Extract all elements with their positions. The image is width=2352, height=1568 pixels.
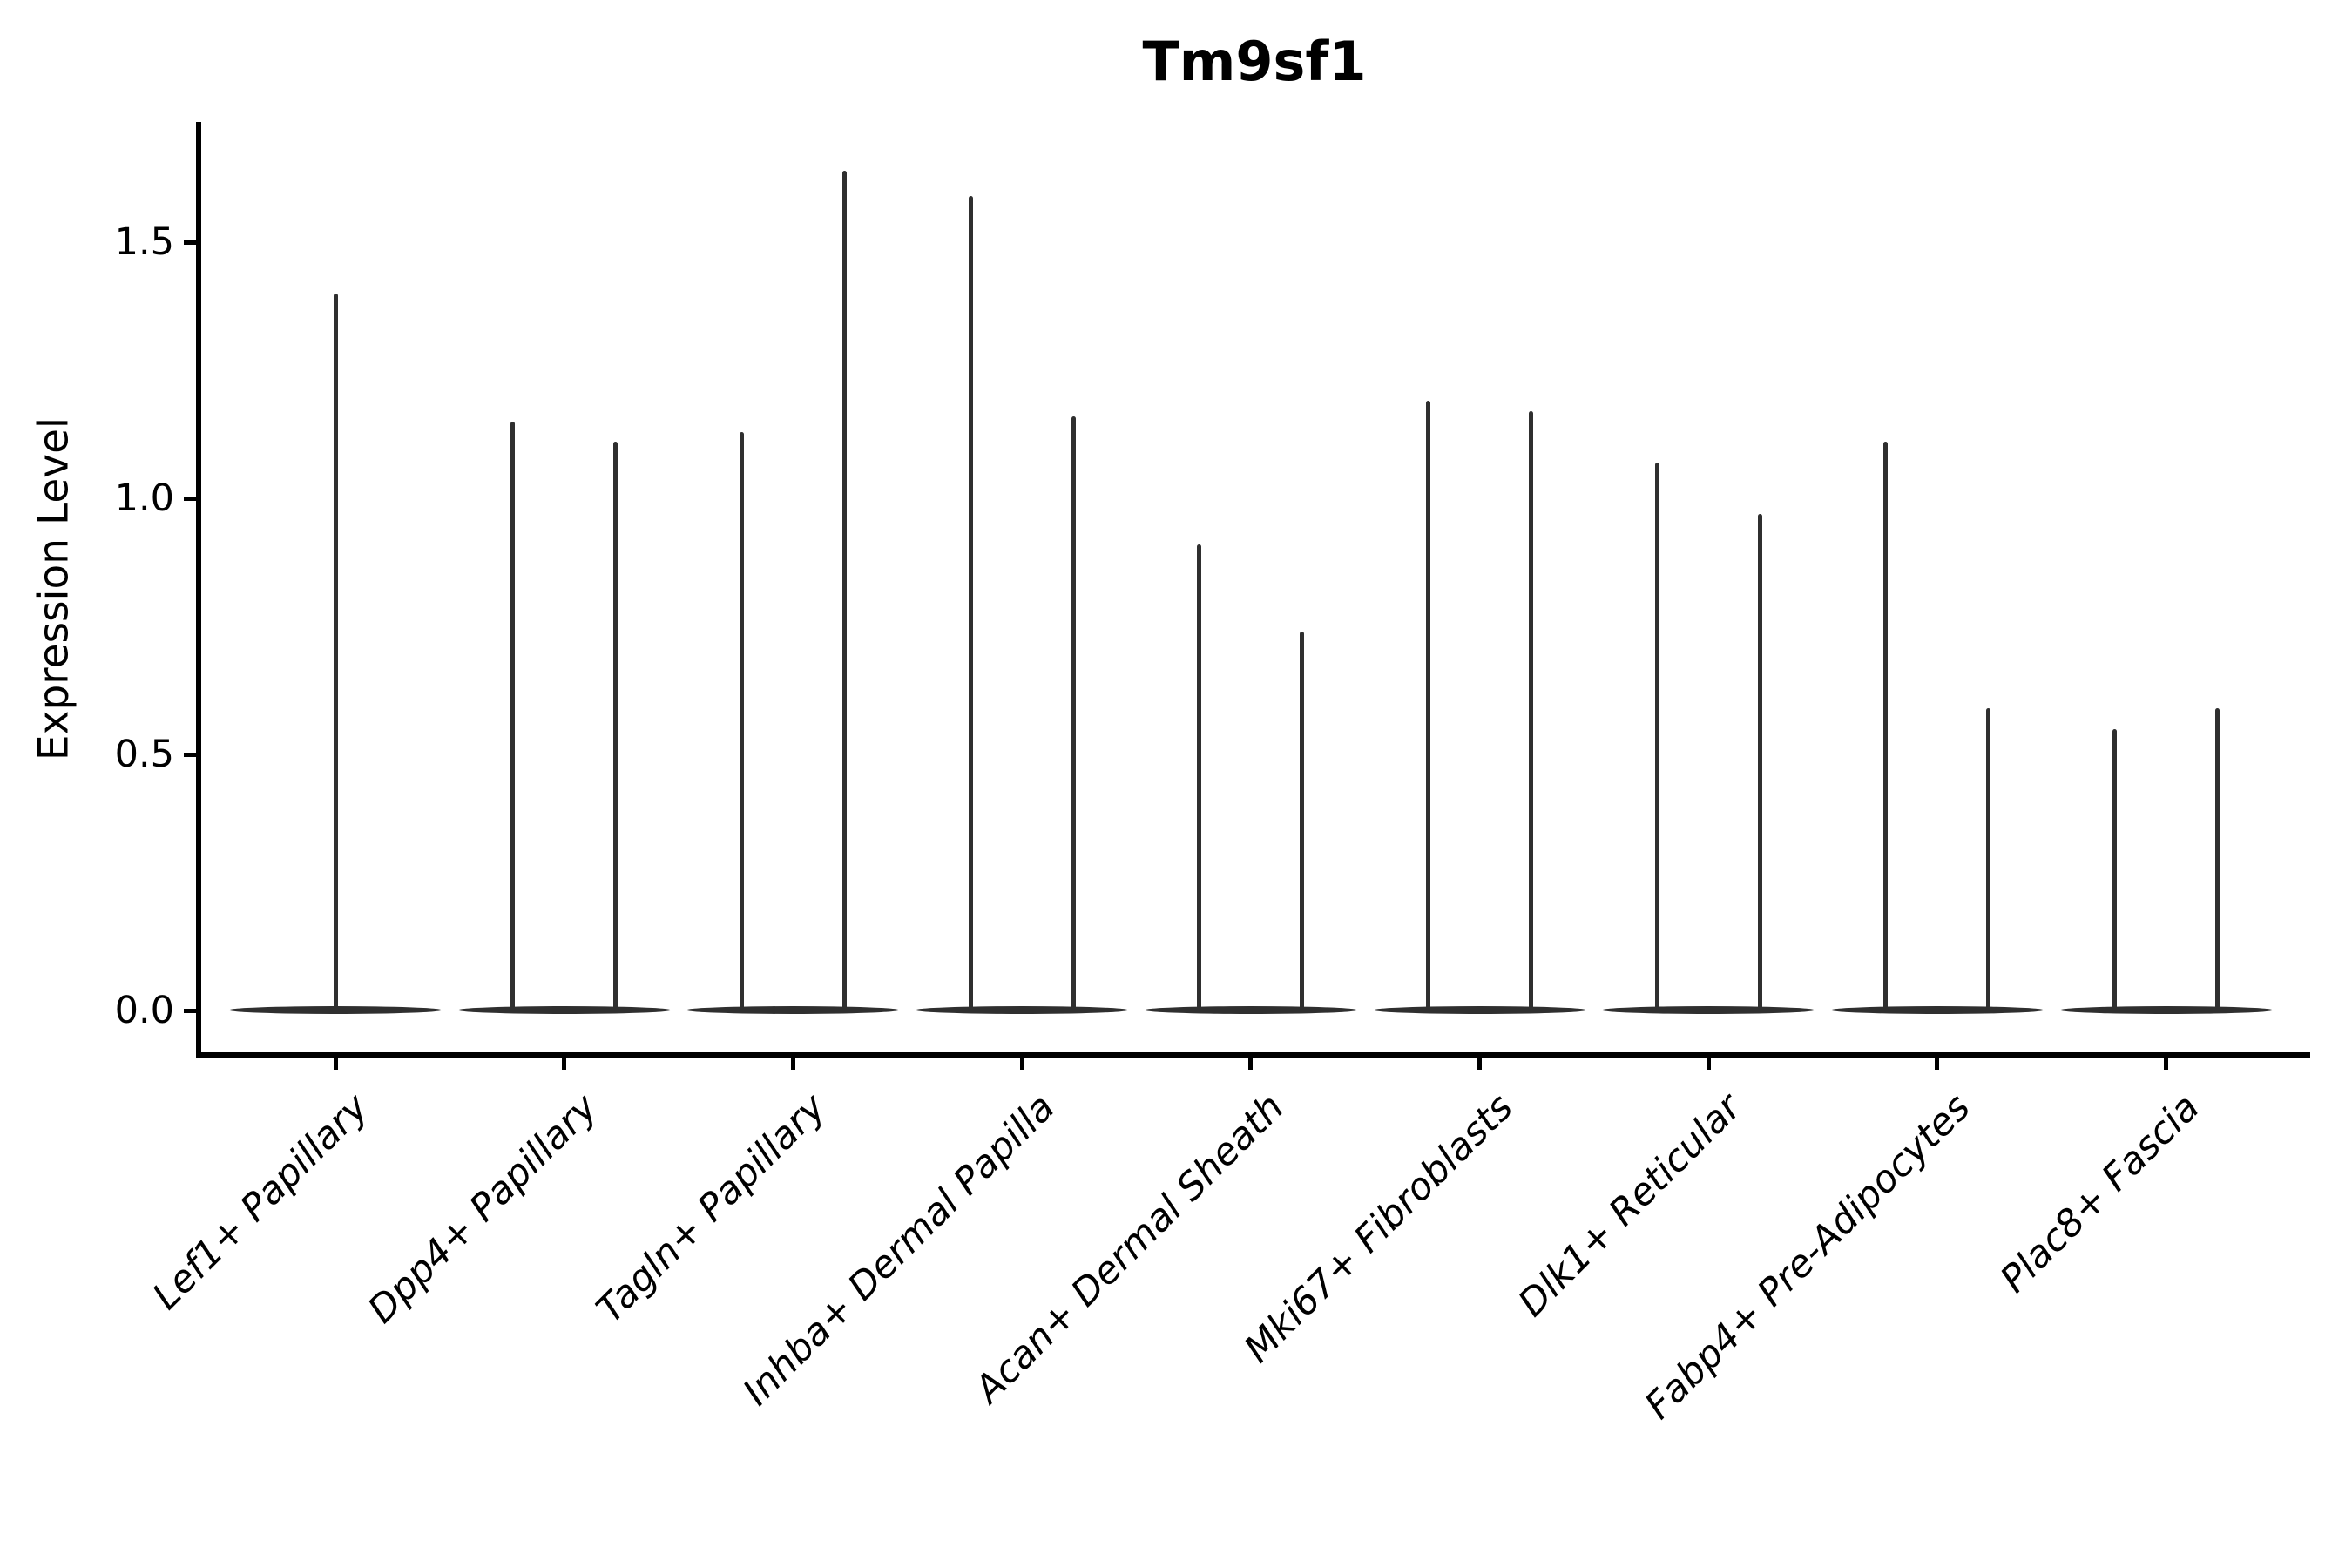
violin-spike (2215, 708, 2220, 1012)
y-axis-spine (196, 122, 201, 1057)
x-tick-label: Tagln+ Papillary (588, 1085, 835, 1332)
violin-spike (1529, 411, 1533, 1012)
x-tick-label: Dlk1+ Reticular (1510, 1085, 1750, 1326)
x-axis-tick (1935, 1055, 1940, 1070)
y-axis-label: Expression Level (30, 416, 78, 761)
violin-spike (841, 170, 847, 1012)
x-tick-label: Acan+ Dermal Sheath (966, 1085, 1293, 1412)
violin-body (1602, 1006, 1815, 1014)
x-tick-label: Mki67+ Fibroblasts (1235, 1085, 1522, 1372)
chart-title: Tm9sf1 (1142, 30, 1367, 93)
violin-spike (1883, 442, 1889, 1012)
y-tick-label: 1.5 (114, 220, 174, 264)
violin-body (1373, 1006, 1586, 1014)
y-axis-tick (184, 752, 198, 757)
violin-spike (1426, 401, 1430, 1012)
x-axis-tick (1706, 1055, 1711, 1070)
x-axis-tick (333, 1055, 338, 1070)
x-tick-label: Dpp4+ Papillary (359, 1085, 606, 1332)
violin-body (686, 1006, 900, 1014)
violin-body (916, 1006, 1129, 1014)
x-axis-tick (2164, 1055, 2169, 1070)
y-axis-tick (184, 1008, 198, 1013)
violin-spike (1300, 631, 1305, 1012)
violin-spike (1986, 708, 1991, 1012)
x-axis-tick (562, 1055, 567, 1070)
y-tick-label: 0.0 (114, 989, 174, 1032)
y-tick-label: 0.5 (114, 733, 174, 776)
violin-spike (333, 293, 338, 1012)
x-axis-tick (1019, 1055, 1024, 1070)
violin-body (1144, 1006, 1357, 1014)
x-tick-label: Inhba+ Dermal Papilla (734, 1085, 1064, 1415)
violin-spike (613, 442, 618, 1012)
violin-spike (2112, 728, 2118, 1012)
violin-body (1830, 1006, 2044, 1014)
y-axis-tick (184, 496, 198, 501)
x-axis-spine (196, 1052, 2310, 1058)
y-axis-tick (184, 240, 198, 245)
x-axis-tick (1477, 1055, 1482, 1070)
violin-spike (1654, 462, 1659, 1012)
violin-spike (1197, 544, 1202, 1012)
violin-spike (968, 196, 973, 1012)
violin-body (2059, 1006, 2273, 1014)
violin-spike (1071, 416, 1076, 1012)
x-tick-label: Plac8+ Fascia (1991, 1085, 2208, 1302)
x-axis-tick (790, 1055, 795, 1070)
violin-body (457, 1006, 671, 1014)
x-axis-tick (1248, 1055, 1254, 1070)
y-tick-label: 1.0 (114, 476, 174, 520)
x-tick-label: Fabp4+ Pre-Adipocytes (1636, 1085, 1979, 1429)
violin-spike (1757, 513, 1762, 1012)
violin-spike (510, 421, 516, 1012)
violin-spike (739, 431, 744, 1012)
